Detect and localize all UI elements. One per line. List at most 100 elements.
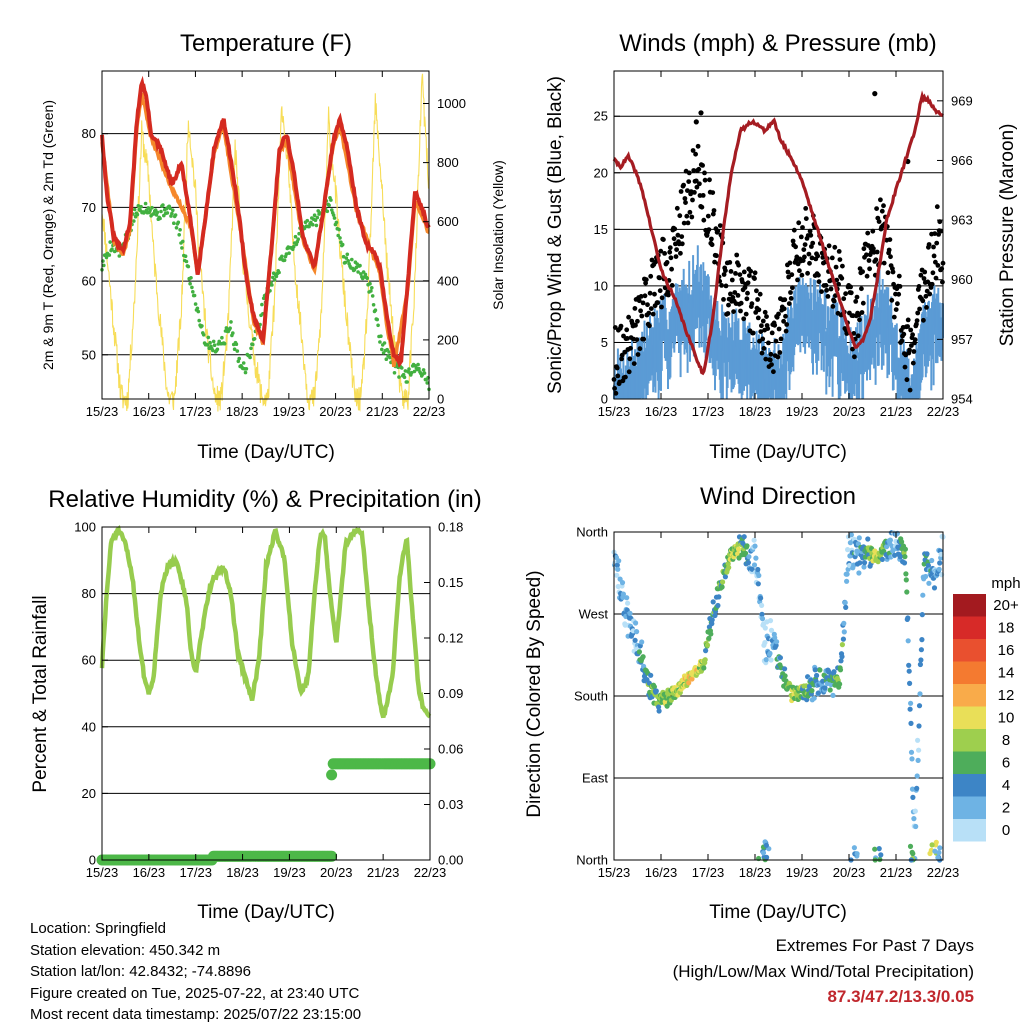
direction-point <box>751 562 758 568</box>
dewpoint-point <box>337 227 341 232</box>
dewpoint-point <box>237 356 241 361</box>
gust-point <box>769 330 775 336</box>
dewpoint-point <box>171 208 175 212</box>
gust-point <box>745 280 751 286</box>
dewpoint-point <box>388 355 392 360</box>
gust-point <box>915 310 921 316</box>
gust-point <box>782 297 788 303</box>
speed-scale-swatch <box>953 594 986 617</box>
dewpoint-point <box>193 302 198 306</box>
direction-point <box>710 599 716 605</box>
gust-point <box>870 228 876 234</box>
dewpoint-point <box>232 347 237 352</box>
direction-point <box>614 572 620 578</box>
gust-point <box>837 257 843 262</box>
gust-point <box>800 225 805 230</box>
pressure-line <box>612 90 945 376</box>
gust-point <box>657 275 662 281</box>
gust-point <box>848 284 853 290</box>
extremes-summary: Extremes For Past 7 Days (High/Low/Max W… <box>673 933 974 1010</box>
dewpoint-point <box>384 357 389 362</box>
dewpoint-point <box>189 276 193 280</box>
dewpoint-point <box>229 320 233 324</box>
humidity-ytick-right-label: 0.06 <box>438 742 463 757</box>
dewpoint-point <box>402 375 407 380</box>
gust-point <box>896 273 902 279</box>
gust-point <box>674 205 680 211</box>
direction-title: Wind Direction <box>700 483 856 510</box>
direction-point <box>865 536 871 542</box>
direction-point <box>908 720 914 727</box>
direction-point <box>753 555 759 561</box>
dewpoint-point <box>236 359 241 364</box>
direction-point <box>901 560 908 566</box>
gust-point <box>793 244 798 250</box>
dewpoint-point <box>272 278 277 282</box>
gust-point <box>860 269 865 275</box>
dewpoint-point <box>161 203 165 207</box>
gust-point <box>859 286 864 292</box>
dewpoint-point <box>354 265 359 270</box>
winds-series <box>611 90 946 399</box>
recent-timestamp: Most recent data timestamp: 2025/07/22 2… <box>30 1006 362 1023</box>
gust-point <box>931 253 937 259</box>
gust-point <box>922 269 928 275</box>
direction-point <box>848 532 855 538</box>
direction-point <box>752 543 758 549</box>
dewpoint-point <box>222 341 227 346</box>
direction-xtick-label: 22/23 <box>927 865 960 880</box>
direction-point <box>814 672 820 679</box>
gust-point <box>857 317 862 323</box>
winds-xtick-label: 21/23 <box>880 404 913 419</box>
gust-point <box>662 251 667 256</box>
gust-point <box>802 254 807 260</box>
direction-xtick-label: 21/23 <box>880 865 913 880</box>
gust-point <box>790 285 795 291</box>
direction-point <box>656 704 662 710</box>
gust-point <box>878 197 883 203</box>
direction-point <box>756 572 762 579</box>
dewpoint-point <box>186 264 191 269</box>
gust-point <box>831 298 837 304</box>
gust-point <box>632 306 638 311</box>
gust-point <box>777 350 783 355</box>
temperature-ytick-right-label: 400 <box>437 273 459 288</box>
dewpoint-point <box>184 259 189 264</box>
gust-point <box>667 249 673 255</box>
gust-point <box>633 322 638 328</box>
winds-ytick-label: 5 <box>601 335 608 350</box>
direction-point <box>907 680 913 687</box>
gust-point <box>686 179 692 185</box>
direction-point <box>763 842 770 848</box>
temperature-ytick-right-label: 1000 <box>437 96 466 111</box>
extremes-values: 87.3/47.2/13.3/0.05 <box>827 987 974 1006</box>
temperature-xtick-label: 21/23 <box>366 404 399 419</box>
gust-point <box>864 252 869 258</box>
gust-point <box>701 217 707 223</box>
direction-point <box>904 589 910 595</box>
direction-point <box>743 550 749 556</box>
speed-scale-label: 4 <box>1002 777 1010 794</box>
direction-point <box>735 546 742 552</box>
direction-point <box>774 639 780 645</box>
direction-point <box>837 667 844 673</box>
direction-point <box>703 648 709 654</box>
direction-point <box>844 571 850 577</box>
gust-point <box>723 283 729 289</box>
gust-point <box>834 277 840 283</box>
temperature-ytick-right-label: 0 <box>437 392 444 407</box>
dewpoint-point <box>211 348 215 353</box>
dewpoint-point <box>251 342 255 347</box>
direction-point <box>906 668 912 674</box>
gust-point <box>873 257 879 263</box>
direction-point <box>615 583 621 590</box>
speed-scale-label: 8 <box>1002 732 1010 749</box>
gust-point <box>824 287 829 293</box>
gust-point <box>910 332 915 338</box>
gust-point <box>829 255 835 261</box>
direction-point <box>725 561 731 567</box>
gust-point <box>749 301 755 307</box>
dewpoint-point <box>107 253 112 257</box>
dewpoint-point <box>201 333 206 337</box>
direction-point <box>905 638 911 644</box>
